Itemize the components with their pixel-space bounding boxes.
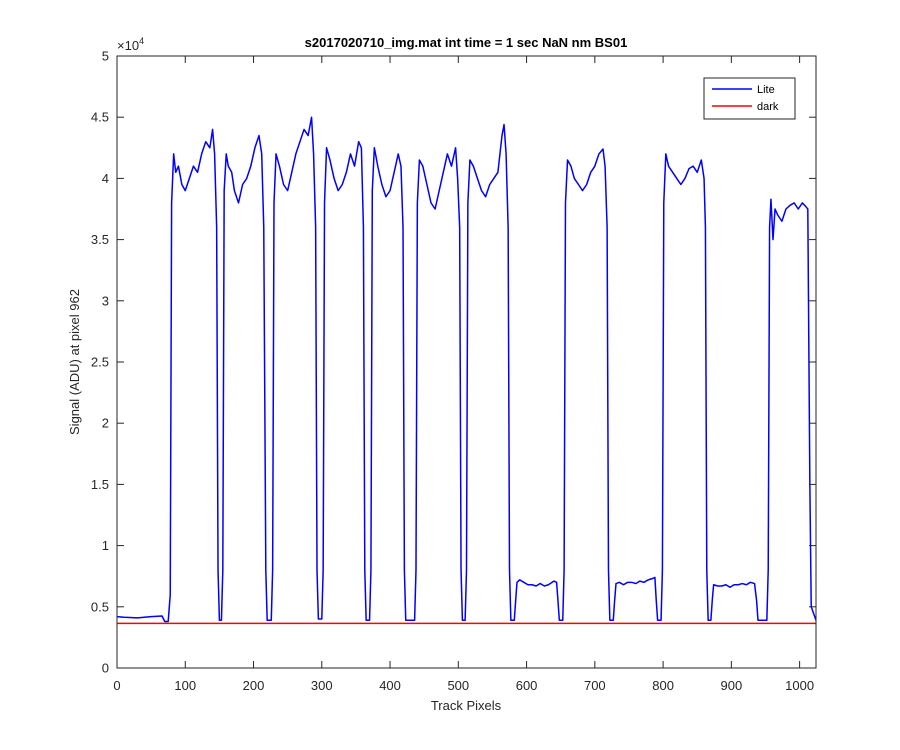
y-tick-label: 0 (102, 661, 109, 676)
x-tick-label: 800 (652, 678, 674, 693)
y-tick-label: 0.5 (91, 599, 109, 614)
x-tick-label: 500 (447, 678, 469, 693)
y-tick-label: 4 (102, 171, 109, 186)
x-tick-label: 300 (311, 678, 333, 693)
legend: Lite dark (703, 77, 796, 120)
series-line-lite (116, 116, 817, 623)
y-axis: 0 0.5 1 1.5 2 2.5 3 3.5 4 4.5 5 (91, 49, 816, 676)
y-exponent-label: ×104 (117, 36, 144, 53)
x-tick-label: 1000 (785, 678, 814, 693)
x-axis-title: Track Pixels (431, 698, 502, 713)
y-tick-label: 3 (102, 293, 109, 308)
chart-title: s2017020710_img.mat int time = 1 sec NaN… (305, 35, 628, 50)
y-tick-label: 3.5 (91, 232, 109, 247)
y-tick-label: 2.5 (91, 355, 109, 370)
x-tick-label: 700 (584, 678, 606, 693)
y-tick-label: 4.5 (91, 110, 109, 125)
x-axis: 0 100 200 300 400 500 600 700 800 900 1000 (113, 56, 814, 693)
x-tick-label: 200 (243, 678, 265, 693)
x-tick-label: 600 (516, 678, 538, 693)
x-tick-label: 400 (379, 678, 401, 693)
legend-label-dark: dark (757, 101, 779, 113)
x-tick-label: 100 (174, 678, 196, 693)
y-tick-label: 2 (102, 416, 109, 431)
legend-box (703, 77, 796, 120)
legend-label-lite: Lite (757, 84, 775, 96)
y-axis-title: Signal (ADU) at pixel 962 (67, 289, 82, 435)
y-tick-label: 1.5 (91, 477, 109, 492)
x-tick-label: 900 (721, 678, 743, 693)
series-layer (116, 116, 817, 625)
y-tick-label: 5 (102, 49, 109, 64)
x-tick-label: 0 (113, 678, 120, 693)
y-tick-label: 1 (102, 538, 109, 553)
